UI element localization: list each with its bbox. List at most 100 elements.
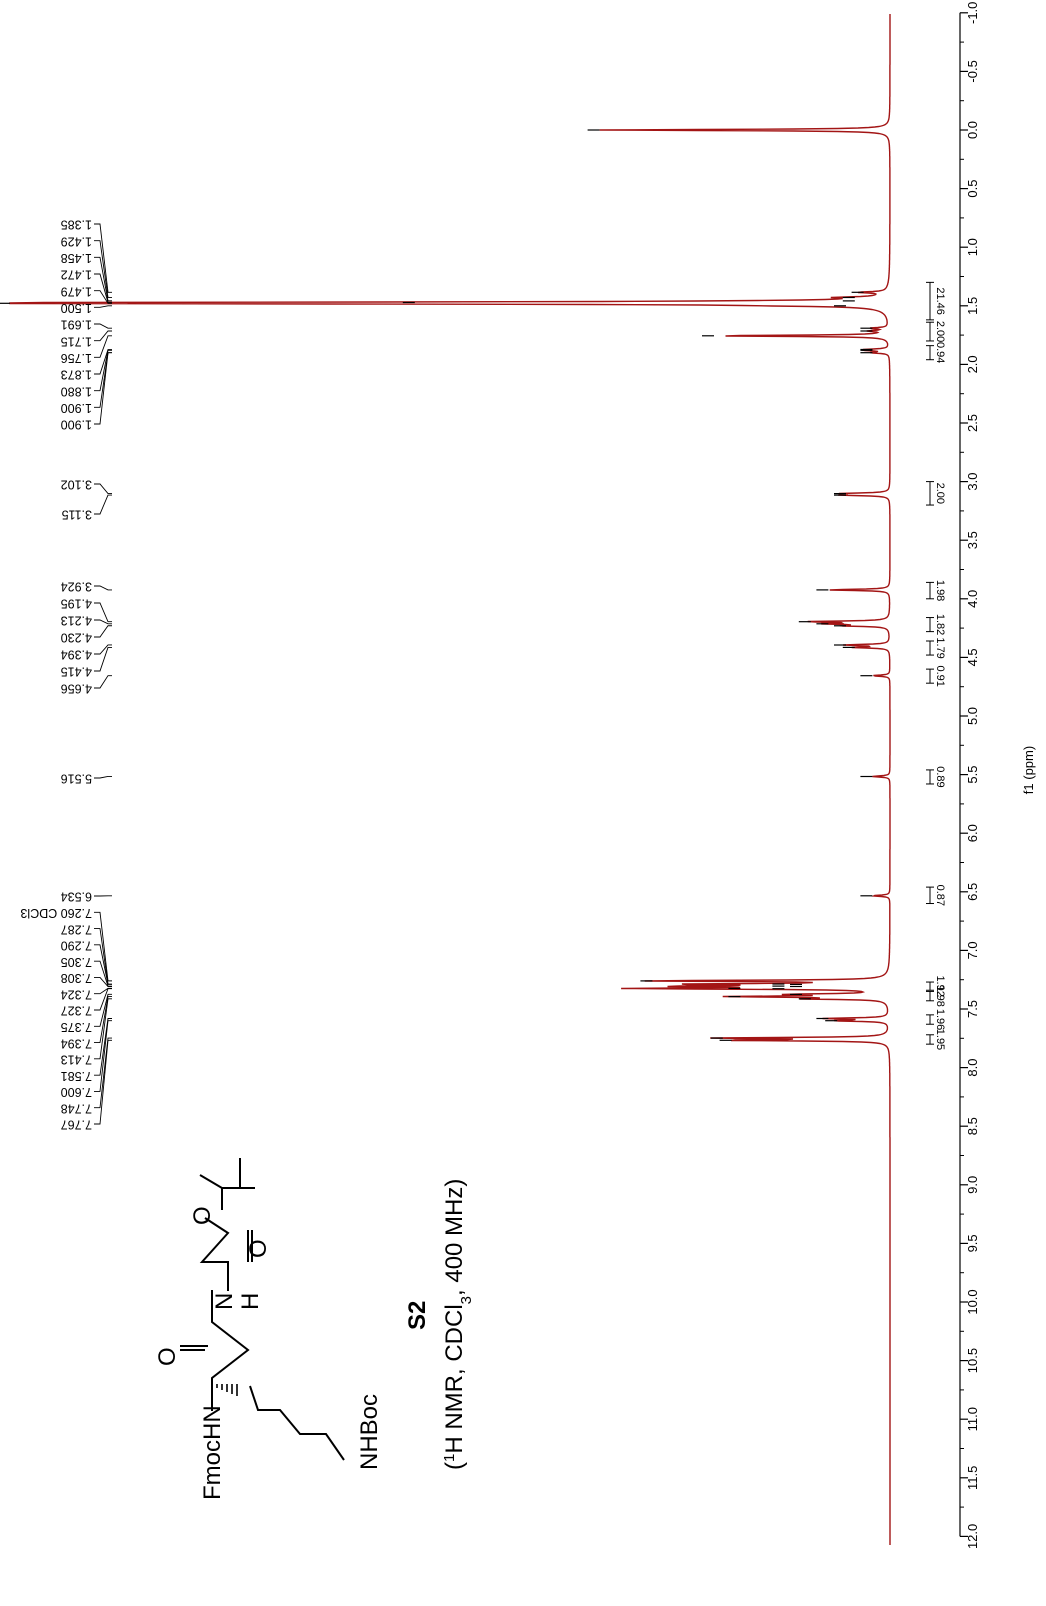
- peak-label: 3.115: [62, 508, 92, 522]
- integral-value: 1.92: [934, 975, 946, 996]
- peak-leader: [94, 305, 112, 308]
- peak-leader: [94, 585, 112, 591]
- peak-leader: [94, 993, 112, 1027]
- peak-leader: [94, 960, 112, 987]
- axis-tick-label: 8.0: [965, 1059, 980, 1077]
- integral-value: 1.96: [934, 1009, 946, 1030]
- axis-tick-label: 4.5: [965, 648, 980, 666]
- peak-leader: [94, 998, 112, 1060]
- peak-label: 7.260 CDCl3: [20, 906, 92, 920]
- caption-sub: 3: [458, 1296, 475, 1304]
- peak-label: 4.230: [61, 631, 92, 645]
- structure-bonds: [180, 1158, 345, 1461]
- peak-leader: [94, 602, 112, 623]
- axis-tick-label: 2.5: [965, 414, 980, 432]
- peak-leader: [94, 675, 112, 689]
- axis-tick-label: 6.0: [965, 824, 980, 842]
- peak-leader: [94, 352, 112, 425]
- peak-label: 7.290: [61, 939, 92, 953]
- peak-label: 1.472: [61, 268, 92, 282]
- axis-tick-label: 4.0: [965, 590, 980, 608]
- axis-tick-label: 12.0: [965, 1524, 980, 1549]
- ppm-axis: 12.0 11.5 11.0 10.5 10.0 9.5 9.0 8.5 8.0 7.5 7.0 6.…: [959, 2, 980, 1549]
- amide-n-label: N: [211, 1293, 238, 1310]
- caption-end: , 400 MHz): [441, 1179, 468, 1296]
- peak-label: 7.748: [61, 1101, 92, 1115]
- caption-open: (: [441, 1462, 468, 1470]
- peak-label: 4.195: [61, 597, 92, 611]
- integral-value: 0.87: [934, 885, 946, 906]
- amide-h-label: H: [237, 1293, 264, 1310]
- peak-leader: [94, 646, 112, 672]
- axis-tick-label: 9.5: [965, 1234, 980, 1252]
- peak-label: 3.102: [61, 478, 92, 492]
- integral-value: 1.79: [934, 637, 946, 658]
- axis-tick-label: -1.0: [965, 2, 980, 24]
- compound-name: S2: [404, 1301, 431, 1330]
- peak-label: 7.375: [61, 1020, 92, 1034]
- integral-value: 0.89: [934, 766, 946, 787]
- peak-label: 4.213: [61, 614, 92, 628]
- integral-value: 0.94: [934, 342, 946, 363]
- peak-label: 1.479: [61, 284, 92, 298]
- peak-label-list: 1.385 1.429 1.458 1.472 1.479 1.500 1.691 1.715…: [20, 218, 112, 1132]
- integral-region: 21.462.000.942.001.981.821.790.910.890.8…: [926, 281, 946, 1050]
- peak-label: 3.924: [61, 580, 92, 594]
- axis-tick-label: 7.5: [965, 1000, 980, 1018]
- integral-value: 1.98: [934, 580, 946, 601]
- axis-tick-label: 5.5: [965, 766, 980, 784]
- peak-leader: [94, 1039, 112, 1125]
- peak-label: 7.767: [61, 1118, 92, 1132]
- carbonyl-o-label: O: [154, 1347, 181, 1366]
- peak-label: 1.458: [61, 251, 92, 265]
- stereo-hash: [216, 1384, 238, 1396]
- peak-leader: [94, 223, 112, 293]
- peak-label: 7.394: [61, 1036, 92, 1050]
- peak-label: 1.873: [61, 368, 92, 382]
- peak-leader: [94, 1018, 112, 1076]
- axis-tick-label: 1.5: [965, 297, 980, 315]
- peak-label: 1.715: [61, 334, 92, 348]
- peak-label: 4.394: [61, 648, 92, 662]
- peak-leader: [94, 988, 112, 1011]
- axis-tick-label: 7.0: [965, 941, 980, 959]
- axis-tick-label: 6.5: [965, 883, 980, 901]
- integral-value: 1.98: [934, 985, 946, 1006]
- peak-label: 1.900: [61, 418, 92, 432]
- axis-tick-label: 5.0: [965, 707, 980, 725]
- peak-label: 7.327: [61, 1004, 92, 1018]
- peak-label: 7.600: [61, 1085, 92, 1099]
- peak-leader: [94, 290, 112, 304]
- peak-label: 1.900: [61, 401, 92, 415]
- spectrum-caption: (1H NMR, CDCl3, 400 MHz): [441, 1179, 475, 1470]
- peak-label: 1.691: [61, 318, 92, 332]
- peak-label: 7.305: [61, 955, 92, 969]
- integral-value: 2.00: [934, 483, 946, 504]
- peak-leader: [94, 911, 112, 982]
- peak-leader: [94, 323, 112, 329]
- peak-label: 7.581: [61, 1069, 92, 1083]
- ester-carbonyl-o-label: O: [245, 1239, 272, 1258]
- peak-leader: [94, 1037, 112, 1109]
- x-axis-label: f1 (ppm): [1021, 746, 1036, 794]
- integral-value: 0.91: [934, 665, 946, 686]
- peak-label: 1.756: [61, 351, 92, 365]
- peak-label: 4.656: [61, 682, 92, 696]
- peak-label: 5.516: [61, 772, 92, 786]
- peak-leader: [94, 240, 112, 298]
- axis-tick-label: 3.0: [965, 473, 980, 491]
- peak-label: 1.429: [61, 234, 92, 248]
- axis-tick-label: 1.0: [965, 238, 980, 256]
- axis-tick-label: 0.0: [965, 121, 980, 139]
- axis-tick-label: 0.5: [965, 180, 980, 198]
- peak-leader: [94, 944, 112, 985]
- peak-leader: [94, 625, 112, 638]
- peak-leader: [94, 996, 112, 1044]
- peak-label: 7.287: [61, 922, 92, 936]
- axis-tick-label: 8.5: [965, 1117, 980, 1135]
- axis-tick-label: 10.0: [965, 1289, 980, 1314]
- peak-label: 7.308: [61, 971, 92, 985]
- peak-leader: [94, 330, 112, 342]
- axis-tick-label: 3.5: [965, 531, 980, 549]
- peak-leader: [94, 349, 112, 392]
